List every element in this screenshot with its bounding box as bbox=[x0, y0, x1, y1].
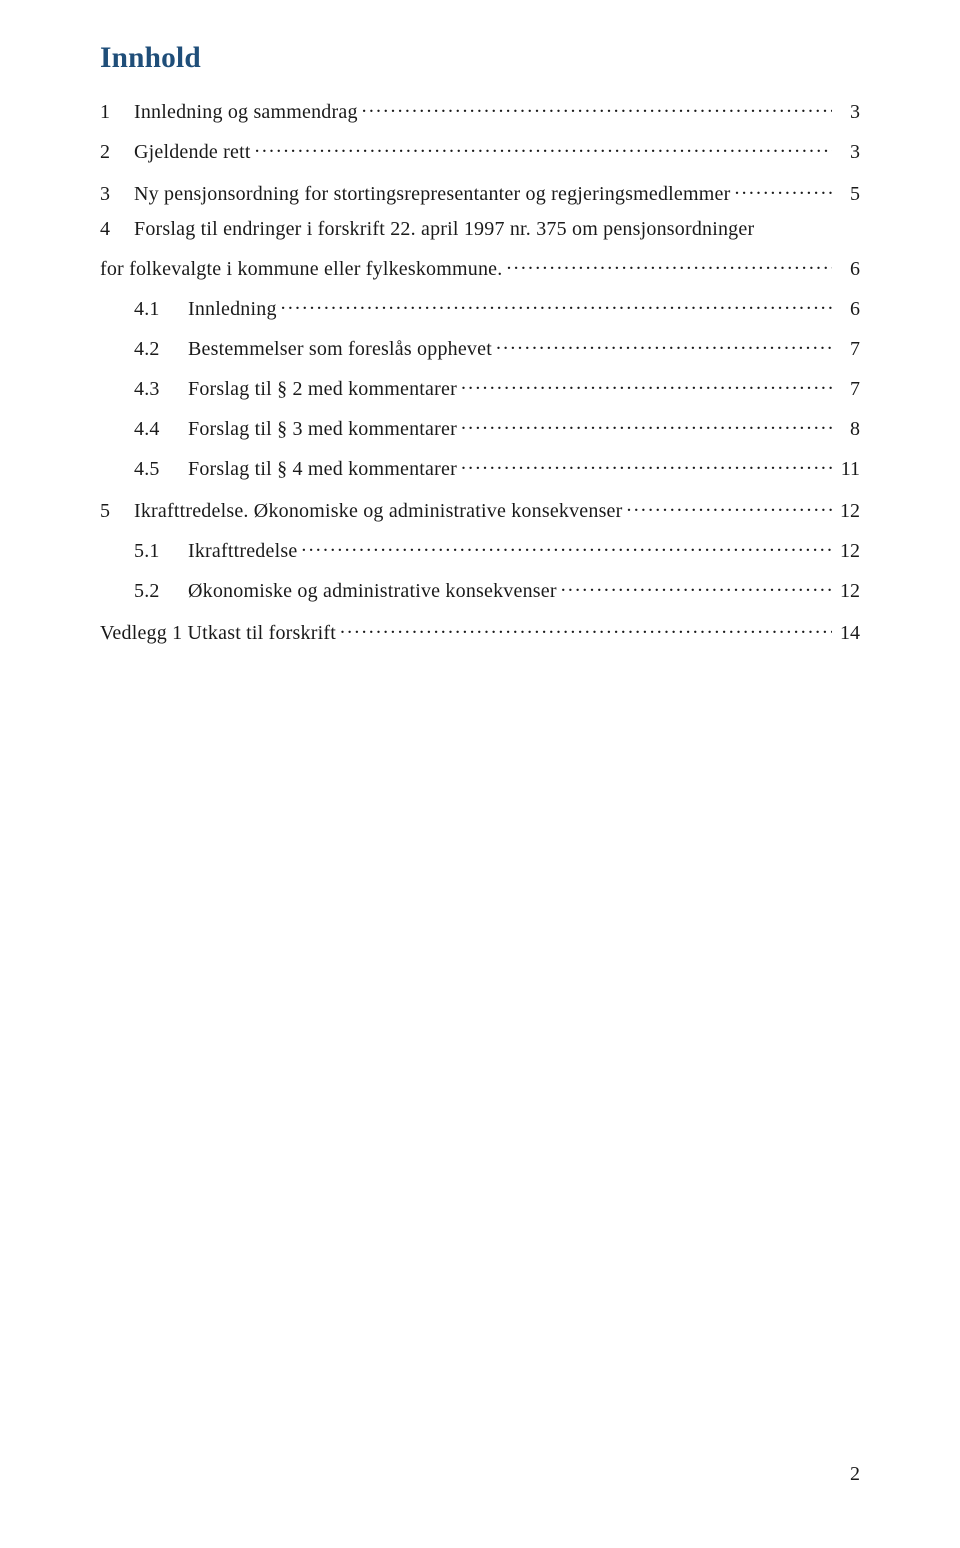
toc-entry-label: Økonomiske og administrative konsekvense… bbox=[188, 580, 557, 603]
toc-leader-dots bbox=[362, 94, 832, 118]
toc-entry-level2: 4.5Forslag til § 4 med kommentarer 11 bbox=[100, 446, 860, 486]
toc-entry-level1: 4Forslag til endringer i forskrift 22. a… bbox=[100, 213, 860, 246]
toc-entry-page: 3 bbox=[836, 141, 860, 164]
toc-entry-page: 6 bbox=[836, 298, 860, 321]
page-number: 2 bbox=[850, 1463, 860, 1486]
toc-leader-dots bbox=[734, 176, 832, 200]
toc-entry-label: for folkevalgte i kommune eller fylkesko… bbox=[100, 258, 502, 281]
toc-entry-level1: 2Gjeldende rett 3 bbox=[100, 129, 860, 169]
toc-entry-level1: 5Ikrafttredelse. Økonomiske og administr… bbox=[100, 488, 860, 528]
toc-entry-page: 5 bbox=[836, 183, 860, 206]
toc-entry-label: Forslag til § 3 med kommentarer bbox=[188, 418, 457, 441]
toc-entry-label: Ny pensjonsordning for stortingsrepresen… bbox=[134, 183, 730, 206]
toc-entry-page: 12 bbox=[836, 540, 860, 563]
toc-entry-page: 12 bbox=[836, 500, 860, 523]
toc-entry-level2: 4.3Forslag til § 2 med kommentarer 7 bbox=[100, 366, 860, 406]
toc-leader-dots bbox=[340, 615, 832, 639]
toc-leader-dots bbox=[506, 251, 832, 275]
toc-leader-dots bbox=[561, 573, 832, 597]
toc-entry-page: 8 bbox=[836, 418, 860, 441]
toc-entry-number: 4 bbox=[100, 218, 134, 241]
toc-entry-label: Forslag til § 2 med kommentarer bbox=[188, 378, 457, 401]
toc-entry-level2: 5.1Ikrafttredelse 12 bbox=[100, 528, 860, 568]
toc-title: Innhold bbox=[100, 42, 860, 75]
toc-leader-dots bbox=[281, 291, 832, 315]
toc-leader-dots bbox=[255, 134, 832, 158]
toc-entry-level2: 4.1Innledning 6 bbox=[100, 286, 860, 326]
toc-entry-level1: for folkevalgte i kommune eller fylkesko… bbox=[100, 246, 860, 286]
toc-entry-number: 5.1 bbox=[134, 540, 188, 563]
toc-entry-page: 7 bbox=[836, 338, 860, 361]
toc-leader-dots bbox=[461, 371, 832, 395]
toc-entry-level1: Vedlegg 1 Utkast til forskrift 14 bbox=[100, 610, 860, 650]
toc-leader-dots bbox=[496, 331, 832, 355]
toc-entry-number: 4.4 bbox=[134, 418, 188, 441]
toc-entry-level1: 1Innledning og sammendrag 3 bbox=[100, 89, 860, 129]
toc-entry-label: Innledning bbox=[188, 298, 277, 321]
toc-entry-page: 7 bbox=[836, 378, 860, 401]
toc-entry-page: 11 bbox=[836, 458, 860, 481]
toc-leader-dots bbox=[627, 493, 833, 517]
toc-entry-number: 5 bbox=[100, 500, 134, 523]
table-of-contents: 1Innledning og sammendrag32Gjeldende ret… bbox=[100, 89, 860, 650]
toc-entry-label: Forslag til endringer i forskrift 22. ap… bbox=[134, 218, 754, 241]
toc-entry-label: Forslag til § 4 med kommentarer bbox=[188, 458, 457, 481]
toc-entry-level2: 5.2Økonomiske og administrative konsekve… bbox=[100, 568, 860, 608]
document-page: Innhold 1Innledning og sammendrag32Gjeld… bbox=[0, 0, 960, 1548]
toc-entry-number: 2 bbox=[100, 141, 134, 164]
toc-entry-label: Ikrafttredelse bbox=[188, 540, 297, 563]
toc-entry-number: 4.1 bbox=[134, 298, 188, 321]
toc-entry-number: 4.2 bbox=[134, 338, 188, 361]
toc-entry-page: 3 bbox=[836, 101, 860, 124]
toc-entry-label: Gjeldende rett bbox=[134, 141, 251, 164]
toc-entry-number: 4.3 bbox=[134, 378, 188, 401]
toc-entry-level2: 4.4Forslag til § 3 med kommentarer 8 bbox=[100, 406, 860, 446]
toc-entry-number: 5.2 bbox=[134, 580, 188, 603]
toc-entry-label: Innledning og sammendrag bbox=[134, 101, 358, 124]
toc-entry-level1: 3Ny pensjonsordning for stortingsreprese… bbox=[100, 171, 860, 211]
toc-entry-number: 1 bbox=[100, 101, 134, 124]
toc-entry-label: Ikrafttredelse. Økonomiske og administra… bbox=[134, 500, 623, 523]
toc-entry-level2: 4.2Bestemmelser som foreslås opphevet 7 bbox=[100, 326, 860, 366]
toc-leader-dots bbox=[461, 451, 832, 475]
toc-leader-dots bbox=[301, 533, 832, 557]
toc-entry-label: Vedlegg 1 Utkast til forskrift bbox=[100, 622, 336, 645]
toc-entry-number: 4.5 bbox=[134, 458, 188, 481]
toc-entry-number: 3 bbox=[100, 183, 134, 206]
toc-entry-page: 14 bbox=[836, 622, 860, 645]
toc-leader-dots bbox=[461, 411, 832, 435]
toc-entry-label: Bestemmelser som foreslås opphevet bbox=[188, 338, 492, 361]
toc-entry-page: 6 bbox=[836, 258, 860, 281]
toc-entry-page: 12 bbox=[836, 580, 860, 603]
